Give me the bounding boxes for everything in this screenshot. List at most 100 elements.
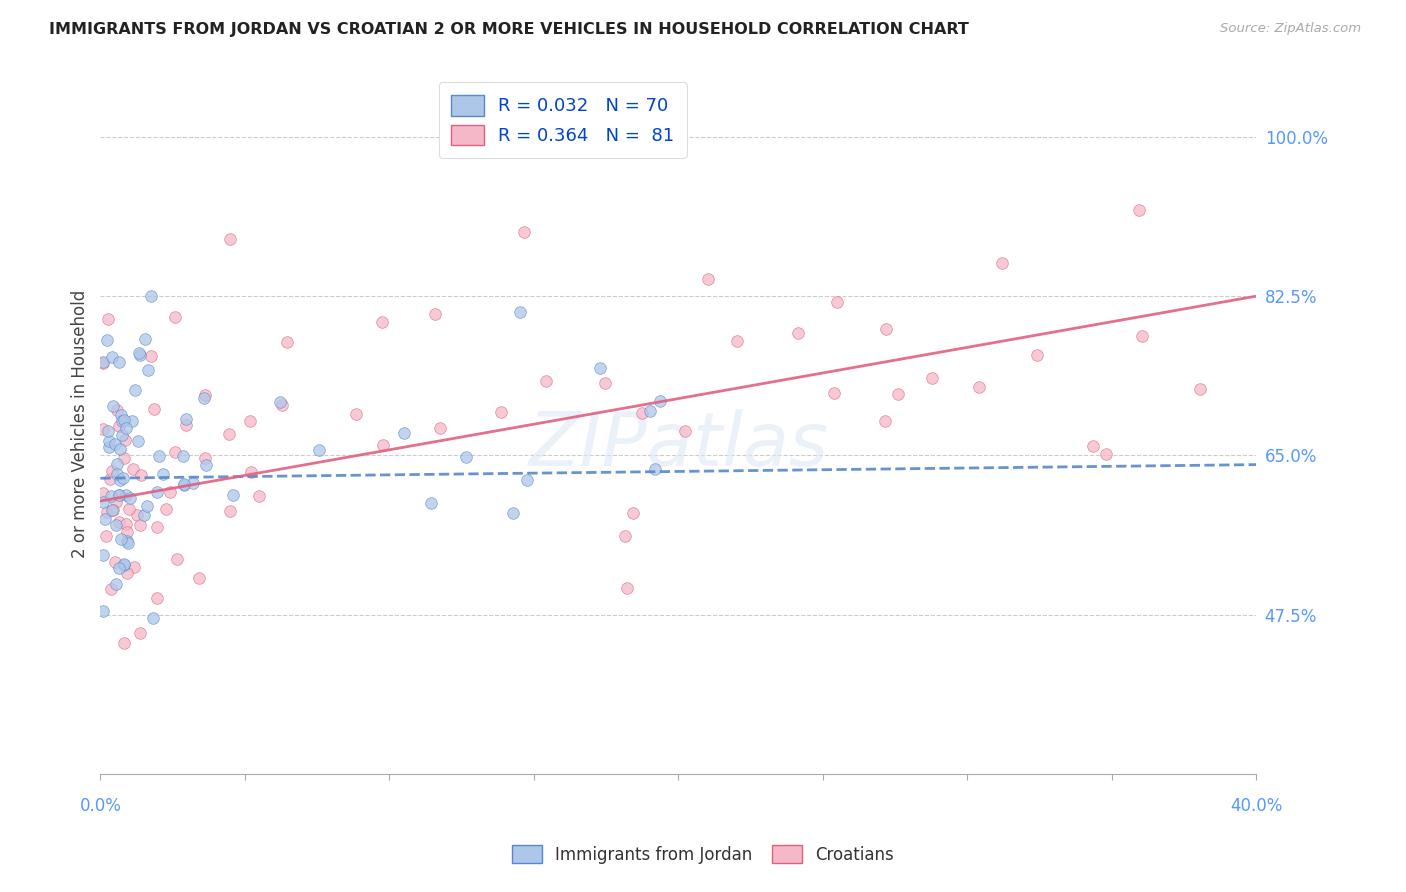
Point bbox=[101, 503, 124, 517]
Point bbox=[1128, 202, 1150, 217]
Point bbox=[240, 466, 263, 480]
Point bbox=[219, 232, 242, 246]
Text: 40.0%: 40.0% bbox=[1230, 797, 1282, 815]
Point bbox=[509, 305, 531, 319]
Point bbox=[166, 551, 188, 566]
Point bbox=[344, 407, 367, 421]
Point bbox=[173, 476, 195, 491]
Point bbox=[630, 407, 652, 421]
Point bbox=[108, 355, 131, 369]
Point bbox=[174, 417, 197, 432]
Point bbox=[142, 611, 165, 625]
Point bbox=[112, 636, 135, 650]
Point bbox=[91, 422, 114, 436]
Point bbox=[134, 332, 156, 346]
Point bbox=[195, 458, 218, 473]
Point bbox=[516, 473, 538, 487]
Point bbox=[174, 412, 197, 426]
Point bbox=[121, 414, 143, 428]
Point bbox=[128, 348, 150, 362]
Point bbox=[91, 486, 114, 500]
Point bbox=[146, 591, 169, 606]
Point bbox=[118, 491, 141, 506]
Point bbox=[786, 326, 808, 340]
Point bbox=[110, 473, 132, 487]
Point bbox=[91, 356, 114, 370]
Point bbox=[114, 434, 136, 448]
Point bbox=[110, 533, 132, 547]
Point bbox=[1095, 447, 1118, 461]
Point bbox=[159, 484, 181, 499]
Point bbox=[269, 395, 291, 409]
Point bbox=[91, 355, 114, 369]
Point bbox=[392, 425, 415, 440]
Point bbox=[111, 471, 134, 485]
Text: ZIPatlas: ZIPatlas bbox=[529, 409, 828, 481]
Point bbox=[103, 399, 125, 413]
Point bbox=[104, 555, 127, 569]
Point bbox=[108, 442, 131, 457]
Point bbox=[193, 391, 215, 405]
Point bbox=[118, 501, 141, 516]
Point bbox=[1025, 348, 1047, 362]
Point bbox=[127, 434, 149, 448]
Point bbox=[96, 334, 118, 348]
Point bbox=[115, 488, 138, 502]
Point bbox=[271, 398, 294, 412]
Point bbox=[873, 414, 896, 428]
Point bbox=[991, 256, 1014, 270]
Point bbox=[98, 472, 121, 486]
Point bbox=[1188, 382, 1211, 396]
Point bbox=[502, 506, 524, 520]
Point bbox=[111, 427, 134, 442]
Point bbox=[91, 604, 114, 618]
Point bbox=[219, 504, 242, 518]
Point bbox=[886, 386, 908, 401]
Point bbox=[122, 462, 145, 476]
Point bbox=[825, 295, 848, 310]
Point bbox=[115, 533, 138, 548]
Point bbox=[588, 360, 610, 375]
Point bbox=[152, 467, 174, 481]
Point bbox=[115, 421, 138, 435]
Point bbox=[129, 518, 152, 533]
Point bbox=[101, 350, 124, 364]
Point bbox=[115, 566, 138, 580]
Point bbox=[129, 468, 152, 483]
Point bbox=[155, 501, 177, 516]
Point bbox=[725, 334, 748, 349]
Point bbox=[173, 478, 195, 492]
Point bbox=[165, 310, 187, 324]
Point bbox=[163, 445, 186, 459]
Point bbox=[673, 424, 696, 438]
Point bbox=[139, 288, 162, 302]
Point bbox=[172, 450, 194, 464]
Point bbox=[97, 441, 120, 455]
Point bbox=[100, 502, 122, 516]
Point bbox=[187, 571, 209, 585]
Point bbox=[1130, 329, 1153, 343]
Point bbox=[105, 402, 128, 417]
Point bbox=[108, 515, 131, 529]
Point bbox=[94, 512, 117, 526]
Point bbox=[650, 393, 672, 408]
Point bbox=[146, 485, 169, 500]
Point bbox=[921, 370, 943, 384]
Point bbox=[308, 442, 330, 457]
Point bbox=[101, 464, 124, 478]
Point bbox=[371, 438, 394, 452]
Point bbox=[108, 488, 131, 502]
Point bbox=[128, 626, 150, 640]
Point bbox=[105, 457, 128, 471]
Point bbox=[823, 386, 845, 401]
Point bbox=[108, 561, 131, 575]
Point bbox=[593, 376, 616, 391]
Point bbox=[194, 451, 217, 466]
Point bbox=[108, 418, 131, 433]
Legend: Immigrants from Jordan, Croatians: Immigrants from Jordan, Croatians bbox=[505, 838, 901, 871]
Point bbox=[423, 307, 446, 321]
Point bbox=[139, 349, 162, 363]
Point bbox=[222, 488, 245, 502]
Point bbox=[181, 475, 204, 490]
Point bbox=[127, 508, 149, 522]
